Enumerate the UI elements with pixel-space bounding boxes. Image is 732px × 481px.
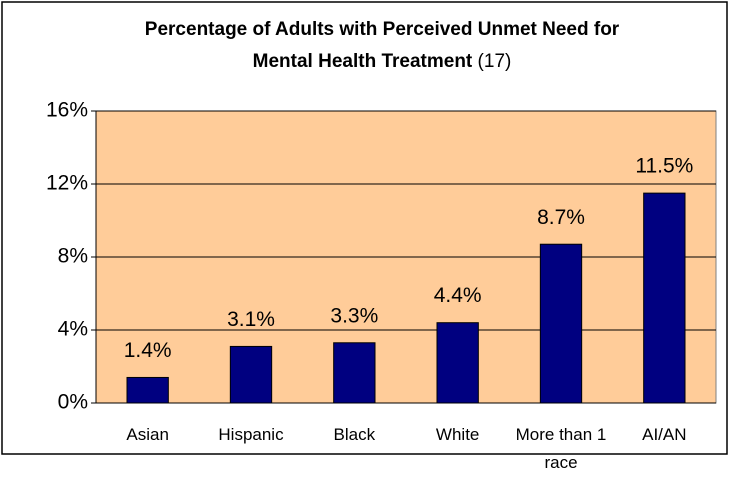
bar [539, 243, 583, 404]
x-tick-label: More than 1 race [515, 425, 607, 472]
x-tick-label: Asian [126, 425, 169, 444]
x-tick-label: AI/AN [642, 425, 687, 444]
y-tick-label: 12% [46, 172, 88, 195]
x-tick-label: Black [333, 425, 376, 444]
bar [436, 322, 479, 404]
data-label: 4.4% [434, 284, 482, 307]
chart-title: Mental Health Treatment (17) [253, 51, 512, 72]
bar [643, 192, 686, 404]
data-label: 1.4% [124, 339, 172, 362]
data-label: 8.7% [537, 206, 585, 229]
data-label: 3.3% [330, 304, 378, 327]
data-label: 11.5% [635, 155, 693, 178]
x-tick-label: Hispanic [218, 425, 284, 444]
title-note: (17) [478, 51, 512, 72]
bar [126, 376, 169, 404]
data-label: 3.1% [227, 308, 275, 331]
y-tick-label: 4% [58, 318, 88, 341]
bar [333, 342, 376, 404]
y-tick-label: 16% [46, 99, 88, 122]
y-tick-label: 8% [58, 245, 88, 268]
x-tick-label: White [435, 425, 480, 444]
chart-title: Percentage of Adults with Perceived Unme… [145, 19, 620, 40]
bar [229, 345, 273, 404]
y-tick-label: 0% [58, 391, 88, 414]
chart-title-line: Mental Health Treatment [253, 51, 473, 72]
